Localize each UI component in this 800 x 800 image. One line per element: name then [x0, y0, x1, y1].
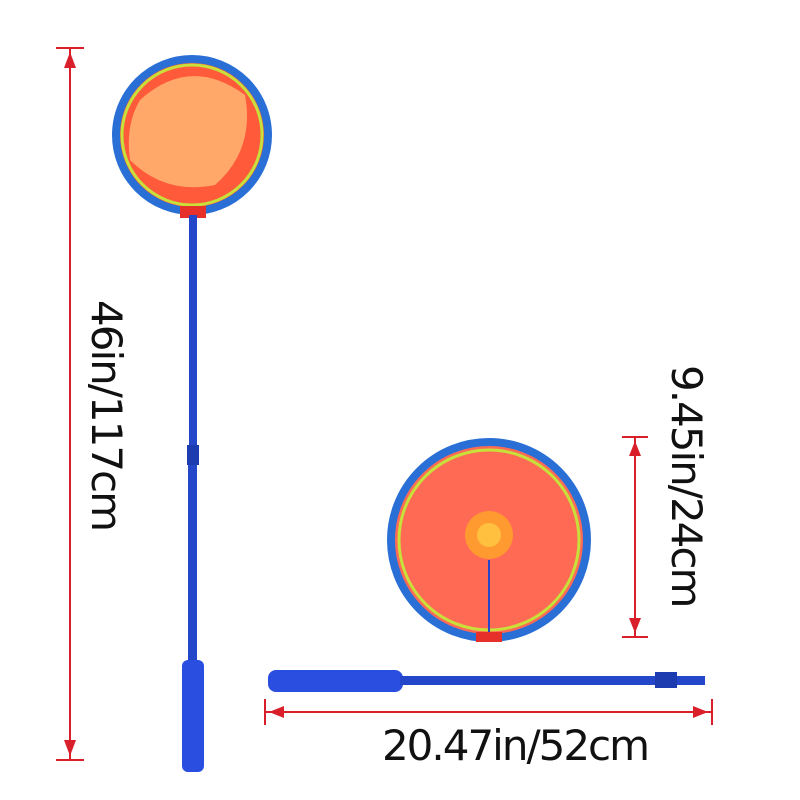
handle [268, 670, 705, 692]
handle-length-label: 20.47in/52cm [382, 721, 648, 770]
handle-length-marker [264, 699, 713, 725]
total-length-marker [56, 47, 84, 761]
hoop-diameter-marker [622, 436, 648, 638]
total-length-label: 46in/117cm [82, 300, 131, 530]
hoop-diameter-label: 9.45in/24cm [662, 365, 711, 606]
assembled-net [112, 55, 272, 772]
hoop [387, 438, 591, 642]
